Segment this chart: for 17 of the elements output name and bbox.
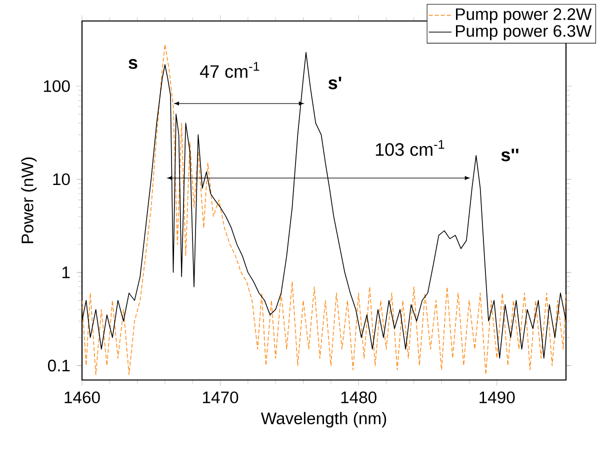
x-tick-label: 1480 [341, 392, 376, 404]
y-tick-label: 1 [62, 266, 70, 278]
x-tick-label: 1490 [480, 392, 515, 404]
annotation: s [128, 59, 138, 69]
annotation: s'' [501, 148, 518, 162]
y-axis-title: Power (nW) [21, 158, 37, 244]
legend-label: Pump power 2.2W [456, 8, 592, 24]
y-tick-label: 100 [44, 80, 70, 92]
y-tick-label: 10 [53, 173, 70, 186]
annotation: s' [328, 76, 342, 90]
x-tick-label: 1470 [203, 392, 238, 404]
annotation: 103 cm$^{-1}$ [376, 140, 444, 156]
annotation: 47 cm$^{-1}$ [200, 62, 260, 78]
x-axis-title: Wavelength (nm) [260, 412, 386, 428]
x-tick-label: 1460 [64, 392, 100, 404]
legend-label: Pump power 6.3W [456, 25, 592, 40]
y-tick-label: 0.1 [48, 360, 70, 372]
